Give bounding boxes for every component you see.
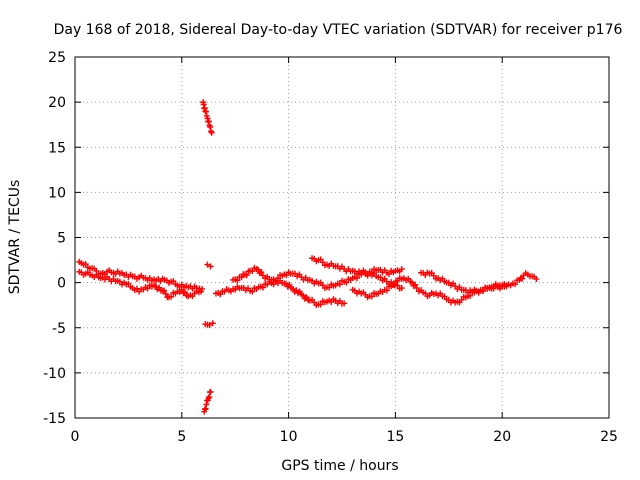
y-tick-label: -15 [43,411,66,427]
chart-title: Day 168 of 2018, Sidereal Day-to-day VTE… [54,22,623,38]
x-tick-label: 15 [386,429,404,445]
y-tick-label: -10 [43,366,66,382]
data-point [519,275,526,282]
y-tick-label: 5 [57,231,66,247]
data-point [207,263,214,270]
data-point [479,287,486,294]
y-tick-label: -5 [52,321,66,337]
data-point [412,281,419,288]
data-point [249,268,256,275]
data-point [317,301,324,308]
plot-frame [74,56,610,419]
data-point [300,292,307,299]
x-tick-label: 0 [71,429,80,445]
data-point [144,285,151,292]
data-point [243,272,250,279]
data-point [405,275,412,282]
data-point [341,300,348,307]
data-point [208,129,215,136]
data-point [217,291,224,298]
data-point [182,289,189,296]
data-point [326,284,333,291]
data-point [255,266,262,273]
grid-layer [75,57,609,418]
data-point [168,293,175,300]
data-point [82,261,89,268]
data-point [207,388,214,395]
data-point [533,276,540,283]
data-point [383,287,390,294]
x-tick-label: 5 [177,429,186,445]
data-point [162,290,169,297]
data-point [343,279,350,286]
data-point [207,124,214,131]
data-point [205,118,212,125]
data-point [441,293,448,300]
data-point [198,288,205,295]
data-point [204,115,211,122]
y-tick-label: 25 [48,50,66,66]
data-point [413,285,420,292]
axis-layer: 0 5 10 15 20 25 -15 -10 -5 0 5 10 15 20 25 [43,50,618,445]
data-point [170,278,177,285]
data-point [385,271,392,278]
data-point [408,279,415,286]
y-tick-label: 0 [57,276,66,292]
data-point [234,277,241,284]
data-point [178,286,185,293]
data-point [209,320,216,327]
data-point [259,284,266,291]
x-tick-label: 25 [600,429,618,445]
data-point [202,405,209,412]
x-tick-label: 20 [493,429,511,445]
data-point [203,108,210,115]
y-tick-label: 15 [48,140,66,156]
data-point [368,269,375,276]
data-point [336,281,343,288]
data-point [161,287,168,294]
y-tick-label: 10 [48,185,66,201]
data-point [258,269,265,276]
data-point [512,281,519,288]
data-point [467,292,474,299]
data-point [203,401,210,408]
data-point [206,322,213,329]
data-point [303,294,310,301]
data-point [274,275,281,282]
data-point [125,280,132,287]
data-point [391,282,398,289]
y-tick-label: 20 [48,95,66,111]
points-layer [76,99,540,415]
data-point [398,266,405,273]
data-point [199,285,206,292]
data-point [206,393,213,400]
x-axis-label: GPS time / hours [281,458,398,474]
data-point [497,285,504,292]
data-point [238,274,245,281]
data-point [503,282,510,289]
data-point [458,296,465,303]
data-point [204,261,211,268]
data-point [249,288,256,295]
data-point [398,285,405,292]
x-tick-label: 10 [280,429,298,445]
data-point [205,395,212,402]
y-axis-label: SDTVAR / TECUs [7,180,23,295]
data-point [368,293,375,300]
